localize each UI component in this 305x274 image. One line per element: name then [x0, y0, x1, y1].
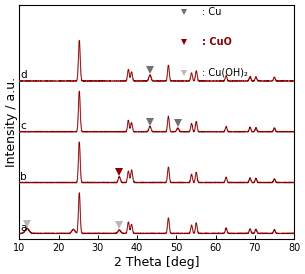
Text: a: a	[20, 223, 27, 233]
Text: b: b	[20, 172, 27, 182]
X-axis label: 2 Theta [deg]: 2 Theta [deg]	[114, 256, 199, 269]
Text: : CuO: : CuO	[202, 37, 232, 47]
Text: : Cu(OH)₂: : Cu(OH)₂	[202, 68, 248, 78]
Text: c: c	[20, 121, 26, 131]
Y-axis label: Intensity / a.u.: Intensity / a.u.	[5, 77, 18, 167]
Text: d: d	[20, 70, 27, 80]
Text: : Cu: : Cu	[202, 7, 221, 17]
